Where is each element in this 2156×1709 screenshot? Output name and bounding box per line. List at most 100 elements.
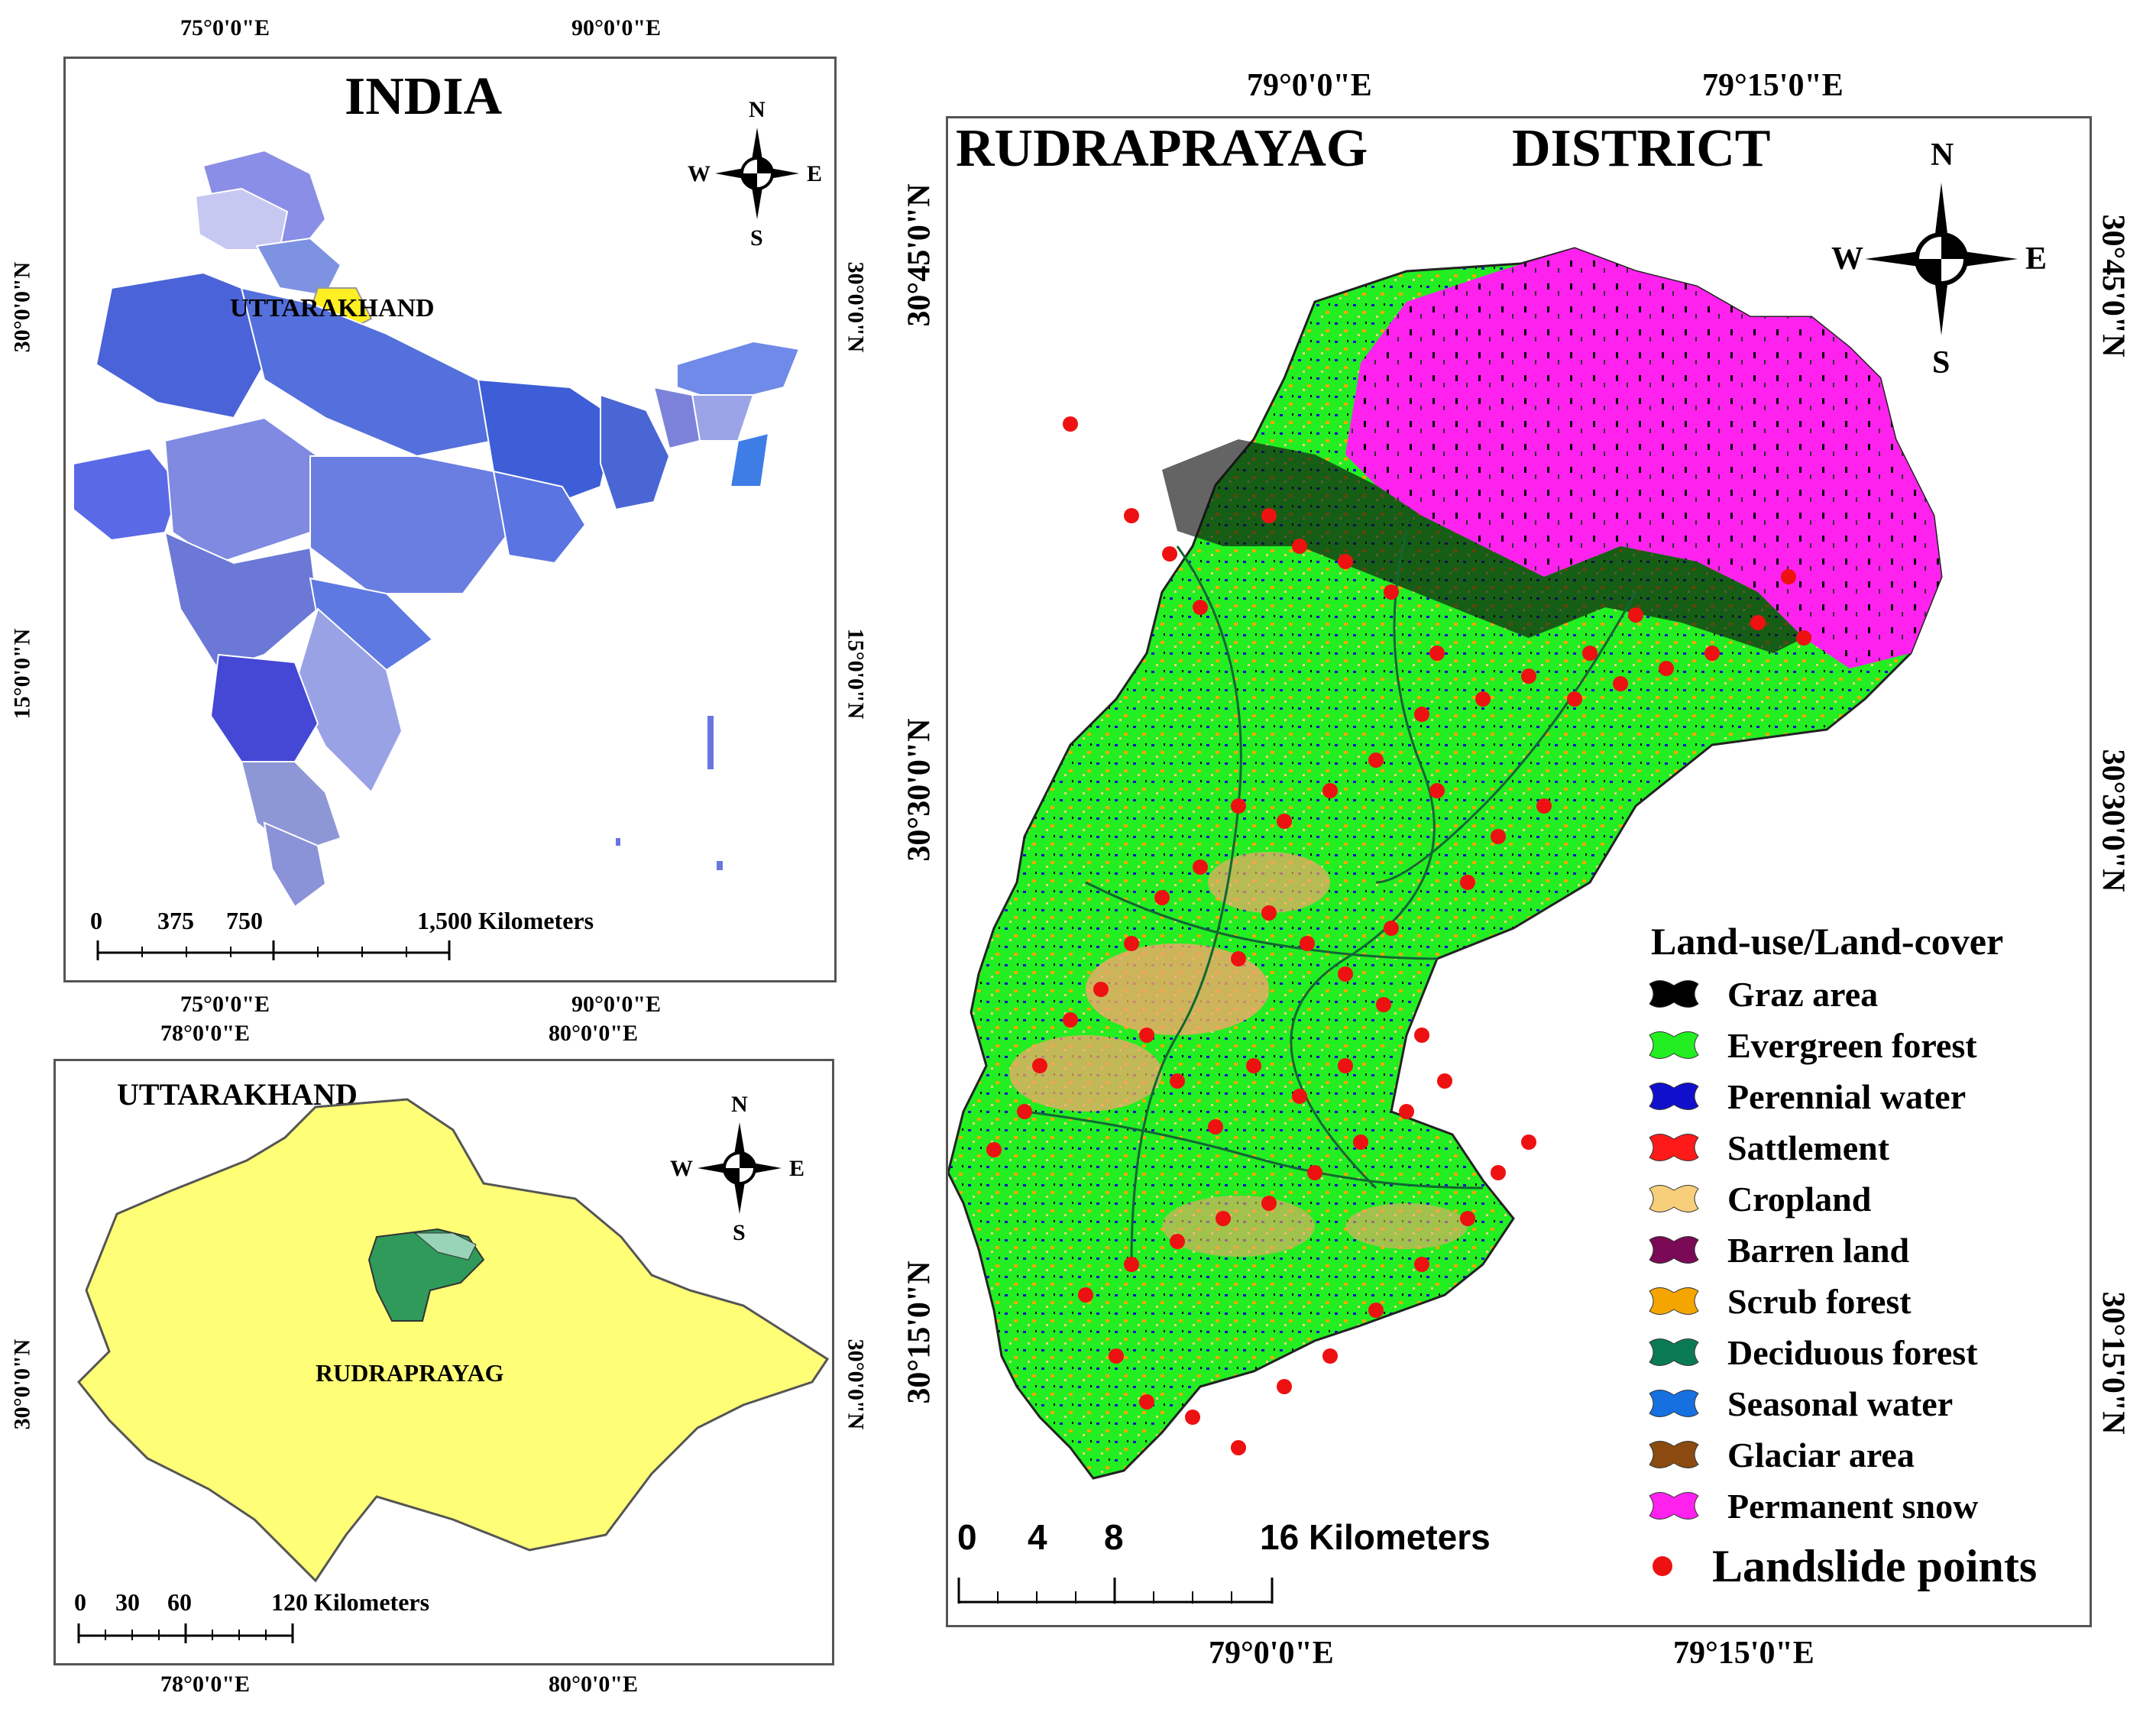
scale-tick-label: 375 (157, 907, 194, 934)
landslide-point (1704, 646, 1720, 661)
scale-tick-label: 30 (115, 1588, 140, 1616)
scale-tick-label: 750 (226, 907, 263, 934)
coord-label: 30°45'0"N (2095, 214, 2131, 358)
landslide-point (1017, 1104, 1032, 1119)
landslide-point (1124, 1257, 1139, 1272)
coord-label: 30°30'0"N (902, 718, 937, 862)
coord-label: 78°0'0"E (160, 1021, 250, 1046)
landslide-point (1093, 982, 1109, 997)
compass-rose-district: N S W E (1831, 137, 2048, 381)
legend-item: Cropland (1643, 1176, 1871, 1222)
legend-label: Perennial water (1727, 1076, 1967, 1116)
compass-s: S (750, 225, 763, 251)
landslide-point (1139, 1028, 1154, 1043)
uttarakhand-label: UTTARAKHAND (230, 294, 435, 322)
landslide-point (1322, 1348, 1338, 1364)
scale-ruler (77, 1623, 294, 1643)
compass-n: N (749, 97, 766, 122)
landslide-point (1750, 615, 1766, 630)
landslide-point (1139, 1394, 1154, 1410)
landslide-point (1429, 783, 1445, 798)
coord-label: 30°0'0"N (9, 261, 35, 353)
landslide-point (1376, 997, 1391, 1012)
landslide-point (1307, 1165, 1322, 1180)
landslide-point (1384, 921, 1399, 936)
landslide-point (1322, 783, 1338, 798)
legend-swatch (1649, 980, 1699, 1008)
landslide-point (1246, 1058, 1261, 1073)
compass-e: E (789, 1156, 805, 1181)
landslide-points-layer (986, 416, 1811, 1455)
district-map-panel: RUDRAPRAYAG DISTRICT (946, 116, 2092, 1627)
landslide-point (1292, 539, 1307, 554)
landslide-point (1796, 630, 1811, 646)
lulc-legend: Land-use/Land-cover Graz area Evergreen f… (1636, 919, 2086, 1591)
scale-tick-label: 4 (1028, 1517, 1047, 1557)
landslide-point (1078, 1287, 1093, 1303)
legend-item: Seasonal water (1643, 1380, 1953, 1426)
legend-swatch (1649, 1441, 1699, 1468)
coord-label: 30°0'0"N (843, 261, 869, 353)
landslide-point (1277, 814, 1292, 829)
coord-label: 30°15'0"N (2095, 1291, 2131, 1435)
landslide-point (1399, 1104, 1414, 1119)
legend-item: Permanent snow (1643, 1483, 1978, 1529)
landslide-point (1491, 829, 1506, 844)
landslide-point (1521, 1134, 1536, 1150)
coord-label: 30°45'0"N (902, 183, 937, 327)
landslide-point (1185, 1410, 1200, 1425)
landslide-point (1521, 668, 1536, 684)
landslide-point (1193, 859, 1208, 875)
compass-n: N (1931, 138, 1954, 173)
landslide-point (1659, 661, 1674, 676)
landslide-point (1582, 646, 1598, 661)
legend-item: Glaciar area (1643, 1432, 1915, 1478)
legend-label: Permanent snow (1727, 1486, 1979, 1526)
landslide-point (1338, 554, 1353, 569)
landslide-point (1063, 416, 1078, 432)
coord-label: 79°15'0"E (1702, 68, 1844, 103)
legend-swatch (1649, 1338, 1699, 1366)
india-map (73, 149, 801, 908)
scale-bar-district: 0 4 8 16 Kilometers (956, 1516, 1582, 1616)
landslide-point (1170, 1073, 1185, 1089)
legend-label: Scrub forest (1727, 1281, 1912, 1321)
coord-label: 30°0'0"N (9, 1338, 35, 1430)
scale-tick-label: 0 (90, 907, 102, 934)
landslide-point (1261, 508, 1277, 523)
coord-label: 75°0'0"E (180, 992, 270, 1017)
landslide-point (1300, 936, 1315, 951)
legend-item: Perennial water (1643, 1073, 1966, 1119)
landslide-point (1368, 1303, 1384, 1318)
coord-label: 79°0'0"E (1209, 1636, 1334, 1671)
coord-label: 80°0'0"E (549, 1021, 638, 1046)
coord-label: 15°0'0"N (843, 628, 869, 720)
compass-icon (1865, 183, 2018, 335)
uttarakhand-map-panel: UTTARAKHAND RUDRAPRAYAG N S W E 0 30 60 … (53, 1059, 834, 1665)
legend-label: Graz area (1727, 974, 1879, 1014)
scale-bar-uttarakhand: 0 30 60 120 Kilometers (74, 1588, 536, 1649)
compass-e: E (2025, 241, 2048, 277)
landslide-point (1491, 1165, 1506, 1180)
compass-rose-uttarakhand: N S W E (670, 1092, 804, 1245)
landslide-point (1208, 1119, 1223, 1134)
landslide-point (1384, 584, 1399, 600)
legend-label: Barren land (1727, 1230, 1910, 1270)
legend-label: Sattlement (1727, 1128, 1890, 1167)
coord-label: 30°15'0"N (902, 1261, 937, 1404)
coord-label: 80°0'0"E (549, 1672, 638, 1697)
legend-item: Deciduous forest (1643, 1329, 1978, 1375)
landslide-point (1353, 1134, 1368, 1150)
scale-tick-label: 8 (1104, 1517, 1124, 1557)
landslide-point (1414, 1257, 1429, 1272)
legend-swatch (1649, 1083, 1699, 1110)
legend-label: Landslide points (1712, 1540, 2038, 1591)
landslide-point (1170, 1234, 1185, 1249)
landslide-point (1231, 1440, 1246, 1455)
legend-swatch (1649, 1236, 1699, 1264)
legend-item: Evergreen forest (1643, 1022, 1977, 1068)
scale-end-label: 16 Kilometers (1260, 1517, 1491, 1557)
scale-end-label: 1,500 Kilometers (417, 907, 594, 934)
rudraprayag-label: RUDRAPRAYAG (316, 1359, 504, 1387)
landslide-point (1475, 691, 1491, 707)
